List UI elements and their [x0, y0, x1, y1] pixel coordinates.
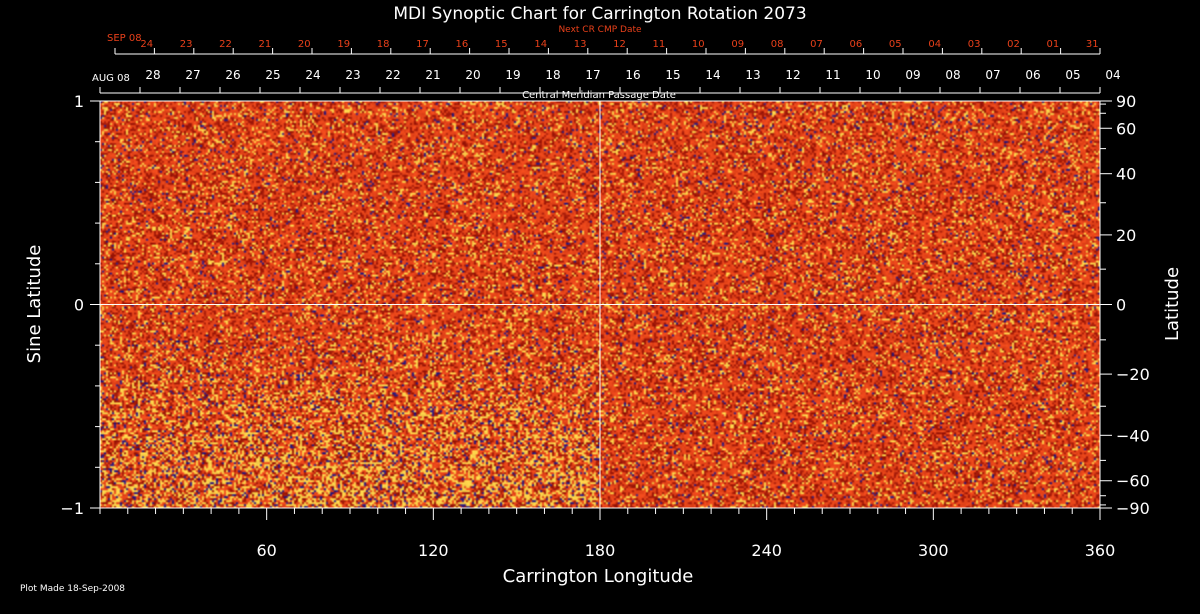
next-cmp-date-label: 24: [140, 39, 153, 50]
next-cmp-date-label: 06: [850, 39, 863, 50]
cmp-date-label: 07: [985, 68, 1000, 82]
y-right-tick-label: −90: [1116, 499, 1150, 518]
x-tick-label: 240: [751, 541, 782, 560]
cmp-date-label: 05: [1065, 68, 1080, 82]
cmp-date-label: 21: [425, 68, 440, 82]
next-cmp-date-label: 09: [731, 39, 744, 50]
cmp-date-label: 22: [385, 68, 400, 82]
y-left-tick-label: 0: [74, 296, 84, 315]
cmp-date-label: 09: [905, 68, 920, 82]
y-right-tick-label: 40: [1116, 165, 1136, 184]
x-tick-label: 180: [585, 541, 616, 560]
cmp-date-label: 12: [785, 68, 800, 82]
y-right-tick-label: 20: [1116, 226, 1136, 245]
y-right-tick-label: −40: [1116, 426, 1150, 445]
next-cmp-date-label: 22: [219, 39, 232, 50]
next-cmp-date-label: 08: [771, 39, 784, 50]
cmp-date-label: 15: [665, 68, 680, 82]
y-right-tick-label: 90: [1116, 92, 1136, 111]
y-right-tick-label: 60: [1116, 119, 1136, 138]
next-cmp-date-label: 20: [298, 39, 311, 50]
chart-title: MDI Synoptic Chart for Carrington Rotati…: [393, 4, 806, 24]
cmp-date-label: 04: [1105, 68, 1120, 82]
x-tick-label: 360: [1085, 541, 1116, 560]
y-axis-label-right: Latitude: [1162, 267, 1183, 341]
y-right-tick-label: 0: [1116, 296, 1126, 315]
y-left-tick-label: 1: [74, 92, 84, 111]
next-cmp-date-label: 13: [574, 39, 587, 50]
cmp-date-label: 18: [545, 68, 560, 82]
cmp-date-label: 17: [585, 68, 600, 82]
cmp-date-label: 13: [745, 68, 760, 82]
cmp-date-label: 26: [225, 68, 240, 82]
y-right-tick-label: −60: [1116, 472, 1150, 491]
cmp-date-label: 25: [265, 68, 280, 82]
next-cmp-date-label: 31: [1086, 39, 1099, 50]
y-axis-label-left: Sine Latitude: [24, 245, 45, 364]
next-cmp-date-label: 16: [456, 39, 469, 50]
cmp-date-label: 10: [865, 68, 880, 82]
next-cmp-date-label: 02: [1007, 39, 1020, 50]
cmp-axis-label: Central Meridian Passage Date: [522, 90, 676, 101]
cmp-date-label: 14: [705, 68, 720, 82]
next-cmp-date-label: 03: [968, 39, 981, 50]
next-cmp-date-label: 18: [377, 39, 390, 50]
cmp-date-label: 06: [1025, 68, 1040, 82]
next-cmp-date-label: 19: [337, 39, 350, 50]
x-axis-label: Carrington Longitude: [503, 566, 694, 587]
x-tick-label: 300: [918, 541, 949, 560]
next-cmp-date-label: 12: [613, 39, 626, 50]
cmp-date-label: 11: [825, 68, 840, 82]
sep-month-label: SEP 08: [107, 33, 142, 44]
next-cmp-date-label: 21: [259, 39, 272, 50]
next-cmp-date-label: 10: [692, 39, 705, 50]
cmp-date-label: 28: [145, 68, 160, 82]
next-cmp-date-label: 11: [653, 39, 666, 50]
next-cmp-date-label: 14: [534, 39, 547, 50]
next-cmp-date-label: 15: [495, 39, 508, 50]
plot-made-footer: Plot Made 18-Sep-2008: [20, 584, 125, 594]
cmp-date-label: 20: [465, 68, 480, 82]
next-cmp-date-label: 05: [889, 39, 902, 50]
axes: 60 120 180 240 300 360 1 0 −1 90 60 40 20 0 −20 −40 −60 −…: [60, 92, 1149, 560]
next-cmp-date-label: 07: [810, 39, 823, 50]
grid-lines: [100, 101, 1100, 508]
cmp-date-label: 23: [345, 68, 360, 82]
cmp-date-label: 27: [185, 68, 200, 82]
cmp-date-label: 24: [305, 68, 320, 82]
next-cmp-date-label: 04: [928, 39, 941, 50]
next-cmp-date-label: 23: [180, 39, 193, 50]
next-cr-cmp-label: Next CR CMP Date: [558, 25, 642, 35]
y-left-tick-label: −1: [60, 499, 84, 518]
cmp-date-label: 19: [505, 68, 520, 82]
y-right-tick-label: −20: [1116, 365, 1150, 384]
x-tick-label: 120: [418, 541, 449, 560]
next-cmp-date-label: 01: [1047, 39, 1060, 50]
next-cmp-date-label: 17: [416, 39, 429, 50]
aug-month-label: AUG 08: [92, 73, 130, 84]
x-tick-label: 60: [256, 541, 276, 560]
cmp-date-label: 16: [625, 68, 640, 82]
cmp-date-axis: 24 23 22 21 20 19 18 17 16 15 14 13 12 11 10 09 08 07 06 05…: [99, 39, 1121, 94]
cmp-date-label: 08: [945, 68, 960, 82]
